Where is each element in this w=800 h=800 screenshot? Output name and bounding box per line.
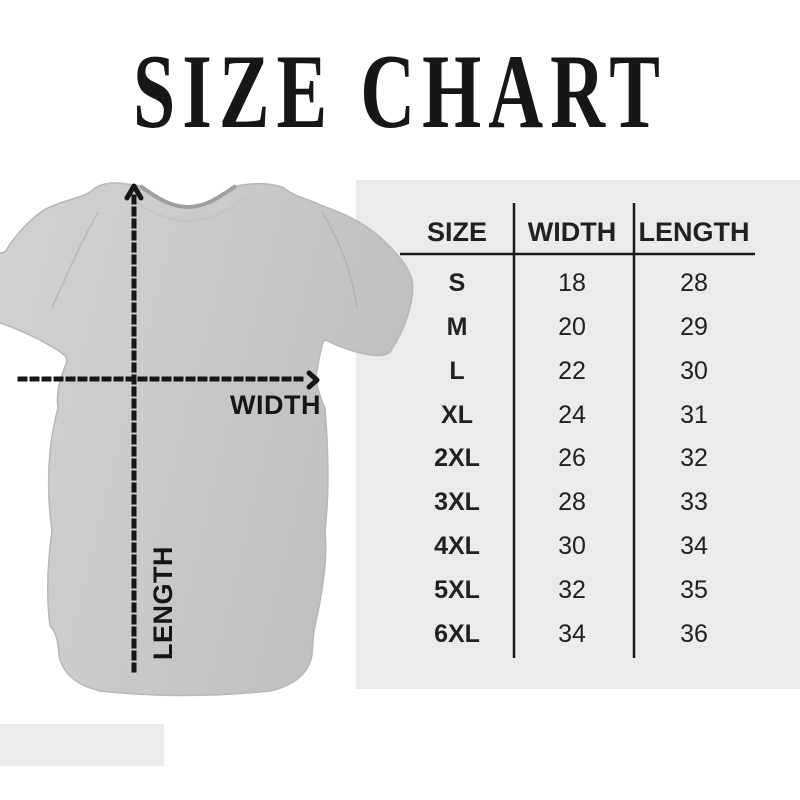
svg-text:2XL: 2XL: [434, 444, 480, 472]
svg-text:20: 20: [558, 313, 586, 341]
svg-text:SIZE: SIZE: [427, 217, 487, 247]
svg-text:4XL: 4XL: [434, 532, 480, 560]
svg-text:5XL: 5XL: [434, 576, 480, 604]
svg-text:31: 31: [680, 401, 708, 429]
svg-text:6XL: 6XL: [434, 620, 480, 648]
svg-text:M: M: [447, 313, 468, 341]
svg-text:32: 32: [558, 576, 586, 604]
svg-text:30: 30: [680, 357, 708, 385]
svg-text:34: 34: [680, 532, 708, 560]
svg-text:29: 29: [680, 313, 708, 341]
svg-text:XL: XL: [441, 401, 473, 429]
svg-text:3XL: 3XL: [434, 488, 480, 516]
svg-text:28: 28: [680, 269, 708, 297]
svg-text:18: 18: [558, 269, 586, 297]
svg-text:WIDTH: WIDTH: [528, 217, 616, 247]
svg-text:LENGTH: LENGTH: [639, 217, 750, 247]
svg-text:36: 36: [680, 620, 708, 648]
svg-text:35: 35: [680, 576, 708, 604]
svg-text:33: 33: [680, 488, 708, 516]
svg-text:34: 34: [558, 620, 586, 648]
svg-text:22: 22: [558, 357, 586, 385]
svg-text:30: 30: [558, 532, 586, 560]
svg-text:28: 28: [558, 488, 586, 516]
svg-text:32: 32: [680, 444, 708, 472]
svg-text:L: L: [449, 357, 464, 385]
svg-text:24: 24: [558, 401, 586, 429]
svg-text:S: S: [449, 269, 466, 297]
svg-text:26: 26: [558, 444, 586, 472]
